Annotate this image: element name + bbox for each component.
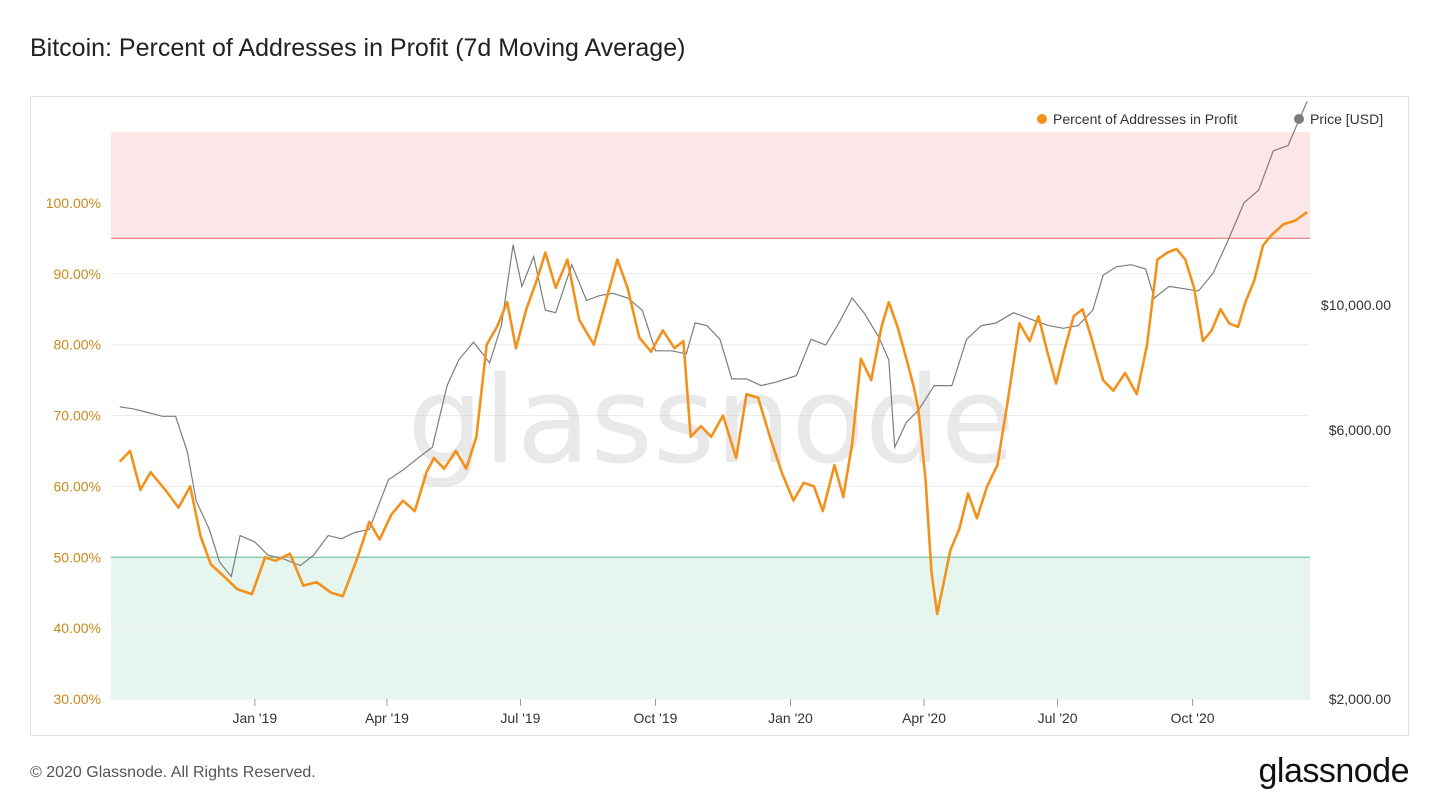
chart-title: Bitcoin: Percent of Addresses in Profit … — [30, 34, 686, 62]
right-tick-label: $10,000.00 — [1321, 297, 1391, 313]
x-tick-label: Apr '20 — [902, 710, 946, 726]
chart-panel: glassnode 30.00% 40.00% 50.00% 60.00% 70.00%… — [30, 96, 1409, 736]
legend: Percent of Addresses in Profit Price [US… — [1037, 111, 1383, 127]
right-tick-label: $2,000.00 — [1329, 691, 1391, 707]
left-tick-label: 40.00% — [54, 620, 101, 636]
x-tick-label: Jan '19 — [232, 710, 277, 726]
x-tick-label: Jul '20 — [1038, 710, 1078, 726]
price-line — [119, 101, 1308, 578]
legend-dot-profit — [1037, 114, 1047, 124]
left-tick-label: 50.00% — [54, 549, 101, 565]
x-tick-label: Oct '19 — [634, 710, 678, 726]
copyright-footer: © 2020 Glassnode. All Rights Reserved. — [30, 764, 316, 781]
profit-line — [118, 211, 1308, 616]
left-tick-label: 60.00% — [54, 478, 101, 494]
chart-svg: glassnode 30.00% 40.00% 50.00% 60.00% 70.00%… — [46, 101, 1391, 726]
left-axis: 30.00% 40.00% 50.00% 60.00% 70.00% 80.00% 90.0… — [46, 195, 101, 707]
legend-label-price: Price [USD] — [1310, 111, 1383, 127]
left-tick-label: 70.00% — [54, 408, 101, 424]
upper-zone — [111, 132, 1310, 239]
legend-dot-price — [1294, 114, 1304, 124]
x-tick-label: Jan '20 — [768, 710, 813, 726]
left-tick-label: 100.00% — [46, 195, 101, 211]
right-tick-label: $6,000.00 — [1329, 422, 1391, 438]
x-tick-label: Oct '20 — [1171, 710, 1215, 726]
left-tick-label: 80.00% — [54, 337, 101, 353]
x-tick-label: Apr '19 — [365, 710, 409, 726]
x-tick-label: Jul '19 — [500, 710, 540, 726]
right-axis: $2,000.00 $6,000.00 $10,000.00 — [1321, 297, 1391, 707]
legend-label-profit: Percent of Addresses in Profit — [1053, 111, 1238, 127]
brand-logo: glassnode — [1258, 752, 1409, 790]
left-tick-label: 90.00% — [54, 266, 101, 282]
left-tick-label: 30.00% — [54, 691, 101, 707]
watermark: glassnode — [407, 352, 1015, 491]
x-axis: Jan '19 Apr '19 Jul '19 Oct '19 Jan '20 Apr '… — [232, 699, 1215, 726]
